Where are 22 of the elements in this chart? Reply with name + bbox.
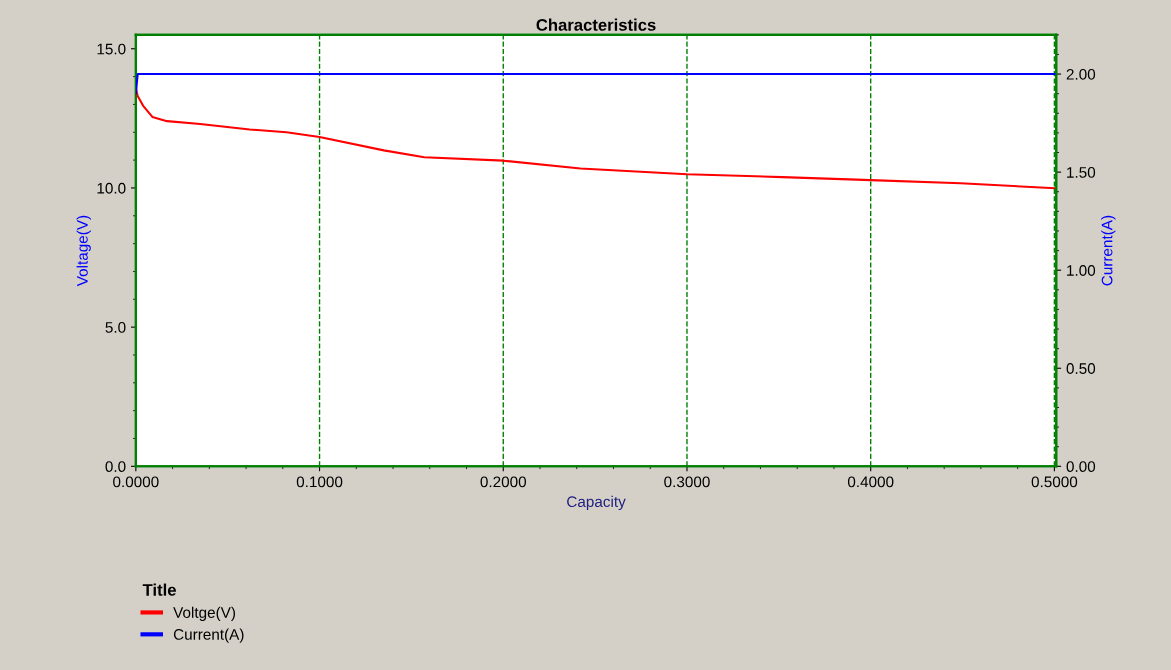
x-tick-label: 0.2000: [480, 476, 527, 488]
y-tick-label: 10.0: [97, 182, 126, 194]
legend-label: Voltge(V): [173, 606, 236, 621]
y2-tick-label: 1.50: [1067, 167, 1096, 178]
y2-tick-label: 1.00: [1067, 265, 1096, 276]
y2-axis-title: Current(A): [1101, 215, 1116, 286]
y2-tick-label: 0.50: [1066, 363, 1096, 374]
y2-tick-label: 0.00: [1066, 461, 1096, 473]
legend-label: Current(A): [173, 628, 244, 643]
x-tick-label: 0.1000: [296, 476, 343, 488]
y-tick-label: 15.0: [97, 43, 126, 55]
legend-title: Title: [142, 583, 176, 596]
x-tick-label: 0.5000: [1031, 476, 1078, 488]
x-tick-label: 0.4000: [847, 476, 894, 488]
y-tick-label: 0.0: [105, 461, 126, 473]
y-axis-title: Voltage(V): [76, 215, 91, 287]
x-tick-label: 0.3000: [664, 476, 710, 488]
y2-tick-label: 2.00: [1066, 68, 1096, 80]
y-tick-label: 5.0: [105, 322, 126, 333]
x-axis-title: Capacity: [567, 495, 626, 511]
x-tick-label: 0.0000: [113, 476, 159, 488]
chart-title: Characteristics: [536, 18, 656, 31]
